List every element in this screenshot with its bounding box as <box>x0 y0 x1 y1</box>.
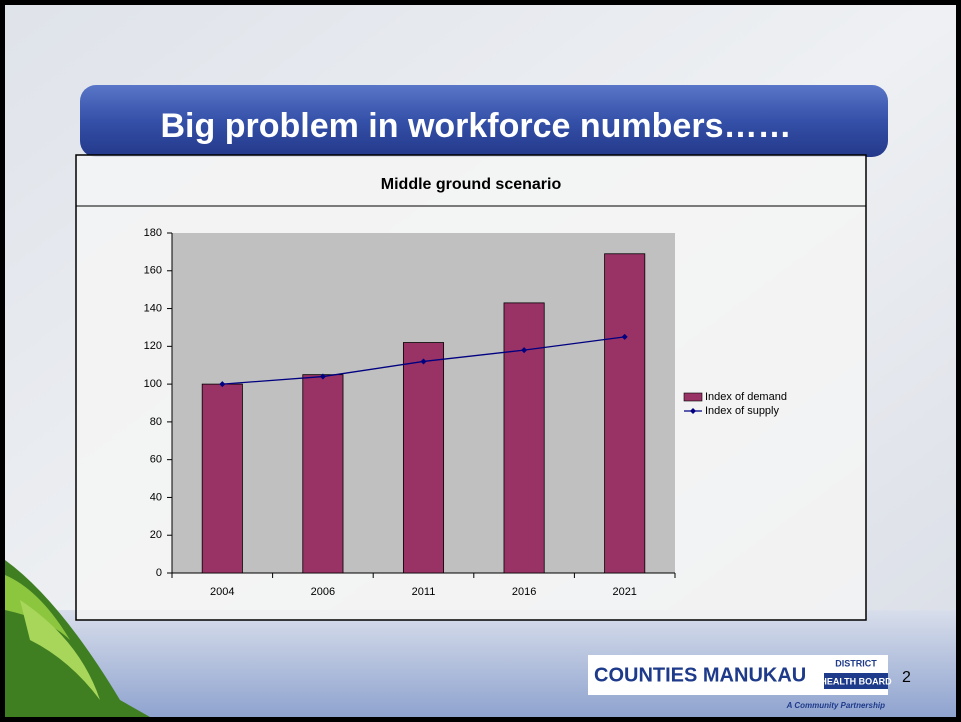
slide-title: Big problem in workforce numbers…… <box>161 107 792 145</box>
logo-tagline: A Community Partnership <box>786 701 885 710</box>
bar <box>504 303 544 573</box>
x-tick-label: 2004 <box>210 586 234 598</box>
y-tick-label: 100 <box>144 378 162 390</box>
page-number: 2 <box>902 669 911 686</box>
y-tick-label: 0 <box>156 567 162 579</box>
chart-title: Middle ground scenario <box>381 176 562 193</box>
x-tick-label: 2011 <box>412 586 436 598</box>
x-tick-label: 2006 <box>311 586 335 598</box>
x-tick-label: 2021 <box>612 586 636 598</box>
y-tick-label: 20 <box>150 529 162 541</box>
y-tick-label: 160 <box>144 265 162 277</box>
slide: Big problem in workforce numbers…… Middl… <box>0 0 961 722</box>
logo-district: DISTRICT <box>835 658 877 668</box>
logo-board: HEALTH BOARD <box>820 676 892 686</box>
bar <box>605 254 645 573</box>
bar <box>202 384 242 573</box>
bar <box>403 343 443 573</box>
y-tick-label: 140 <box>144 302 162 314</box>
legend-swatch <box>684 393 702 401</box>
x-tick-label: 2016 <box>512 586 536 598</box>
legend-label: Index of demand <box>705 391 787 403</box>
y-tick-label: 60 <box>150 454 162 466</box>
bar <box>303 375 343 573</box>
y-tick-label: 40 <box>150 491 162 503</box>
logo-name: COUNTIES MANUKAU <box>594 664 806 686</box>
y-tick-label: 120 <box>144 340 162 352</box>
y-tick-label: 180 <box>144 227 162 239</box>
legend-label: Index of supply <box>705 405 779 417</box>
y-tick-label: 80 <box>150 416 162 428</box>
